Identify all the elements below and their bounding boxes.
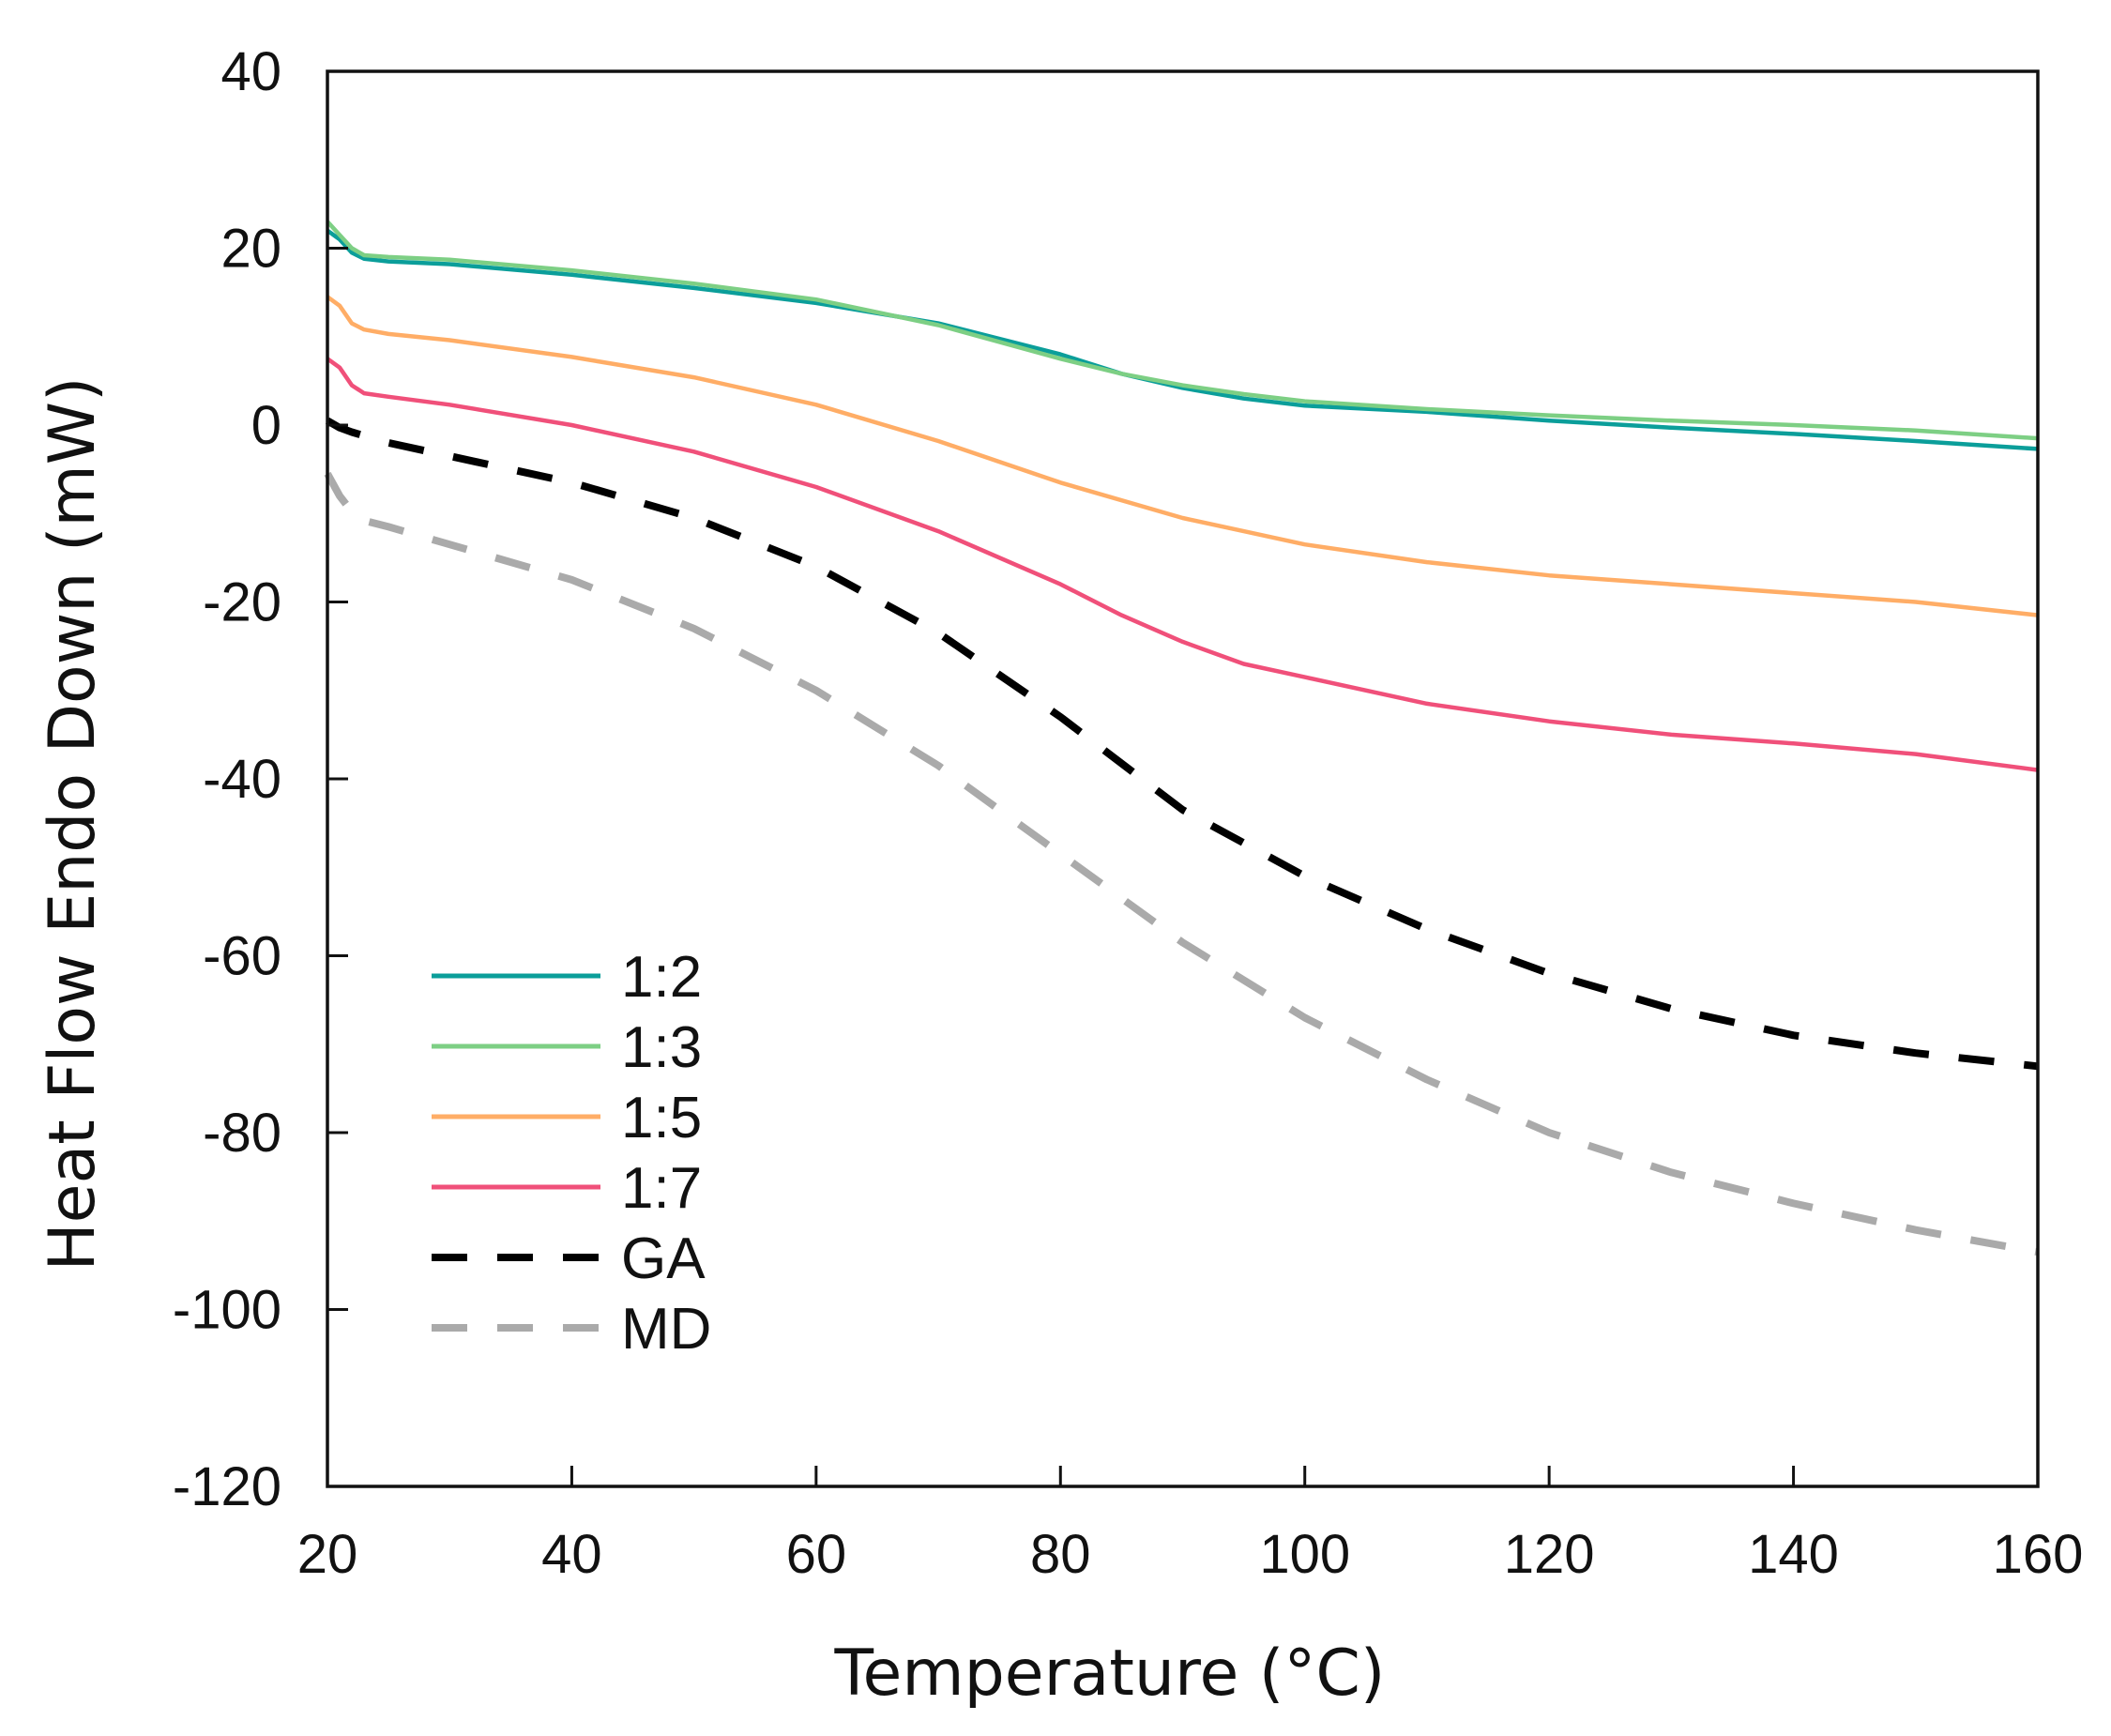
x-tick-label: 80: [1030, 1524, 1091, 1585]
x-tick-label: 160: [1993, 1524, 2084, 1585]
x-tick-label: 40: [541, 1524, 602, 1585]
x-ticks: 20 40 60 80 100 120 140 160: [297, 1466, 2084, 1585]
series-line-1-7: [326, 357, 2039, 772]
x-tick-label: 20: [297, 1524, 358, 1585]
y-ticks: 40 20 0 -20 -40 -60 -80 -100 -120: [173, 41, 348, 1517]
x-axis-title: Temperature (°C): [834, 1637, 1386, 1711]
legend-label: 1:2: [621, 945, 702, 1010]
x-tick-label: 120: [1504, 1524, 1595, 1585]
y-tick-label: -120: [173, 1456, 281, 1517]
series-line-1-5: [326, 295, 2039, 617]
y-axis-title: Heat Flow Endo Down (mW): [36, 376, 110, 1271]
legend-label: 1:3: [621, 1015, 702, 1080]
series-line-ga: [326, 417, 2039, 1071]
x-tick-label: 60: [786, 1524, 847, 1585]
series-line-1-3: [326, 220, 2039, 441]
y-tick-label: 0: [251, 395, 281, 456]
y-tick-label: -20: [203, 572, 281, 633]
y-tick-label: -40: [203, 749, 281, 810]
y-tick-label: 40: [220, 41, 281, 102]
series-line-md: [324, 471, 2039, 1256]
x-tick-label: 100: [1259, 1524, 1350, 1585]
series-line-1-2: [326, 228, 2039, 451]
series-layer: [324, 220, 2039, 1256]
x-tick-label: 140: [1748, 1524, 1839, 1585]
y-tick-label: -60: [203, 926, 281, 987]
legend-label: GA: [621, 1226, 706, 1291]
y-tick-label: -100: [173, 1280, 281, 1341]
legend-label: MD: [621, 1297, 711, 1362]
y-tick-label: 20: [220, 219, 281, 280]
y-tick-label: -80: [203, 1103, 281, 1164]
legend-label: 1:5: [621, 1086, 702, 1150]
legend-label: 1:7: [621, 1156, 702, 1221]
